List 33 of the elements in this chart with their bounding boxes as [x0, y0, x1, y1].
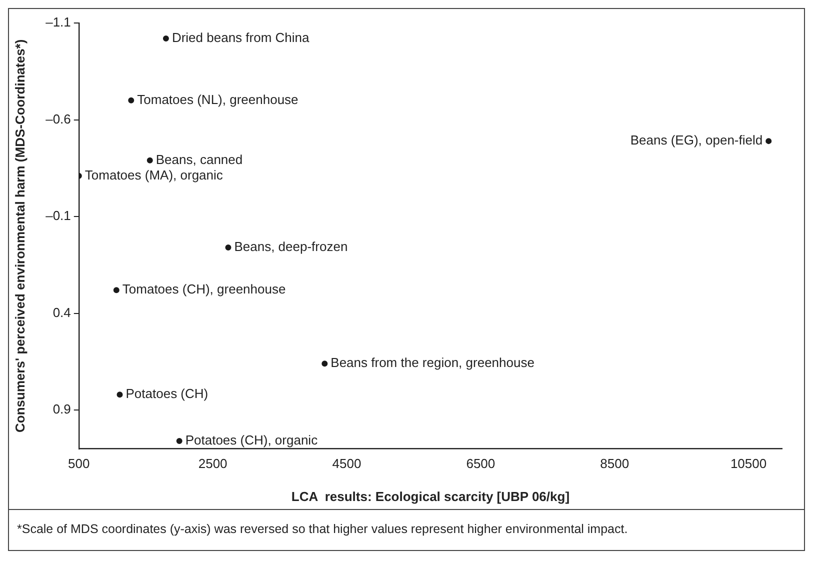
y-tick-label: 0.4	[52, 304, 71, 320]
annotation: Dried beans from China	[172, 30, 310, 46]
annotation: Beans, canned	[156, 152, 243, 167]
annotation: Beans, deep-frozen	[234, 239, 348, 254]
annotation: Potatoes (CH)	[126, 386, 208, 402]
text: *Scale of MDS coordinates (y-axis) was reversed so that higher values represent higher environmental impact.	[9, 509, 804, 550]
annotation: Potatoes (CH), organic	[185, 432, 318, 448]
annotation: Tomatoes (MA), organic	[84, 167, 224, 182]
y-tick-label: –1.1	[46, 14, 71, 30]
annotation: Beans from the region, greenhouse	[330, 355, 534, 370]
x-tick-label: 4500	[332, 456, 362, 472]
x-axis-title: LCA results: Ecological scarcity [UBP 06/kg]	[291, 488, 570, 504]
point	[766, 138, 772, 144]
point	[116, 392, 123, 398]
x-tick-label: 6500	[466, 456, 496, 472]
point	[162, 35, 169, 42]
point	[146, 157, 153, 164]
y-tick-label: –0.6	[46, 111, 71, 126]
annotation: Tomatoes (CH), greenhouse	[122, 282, 286, 297]
point	[113, 287, 120, 294]
point	[176, 438, 182, 444]
y-axis-title: Consumers' perceived environmental harm (MDS-Coordinates*)	[12, 39, 28, 432]
x-tick-label: 8500	[600, 456, 630, 472]
y-tick-label: –0.1	[46, 208, 71, 224]
x-tick-label: 2500	[198, 456, 228, 472]
x-tick-label: 500	[68, 456, 90, 472]
point	[128, 97, 134, 104]
point	[322, 360, 328, 367]
annotation: Tomatoes (NL), greenhouse	[137, 92, 298, 107]
y-tick-label: 0.9	[52, 402, 71, 417]
point	[225, 244, 232, 251]
annotation: Beans (EG), open-field	[630, 132, 763, 148]
x-tick-label: 10500	[730, 456, 767, 472]
